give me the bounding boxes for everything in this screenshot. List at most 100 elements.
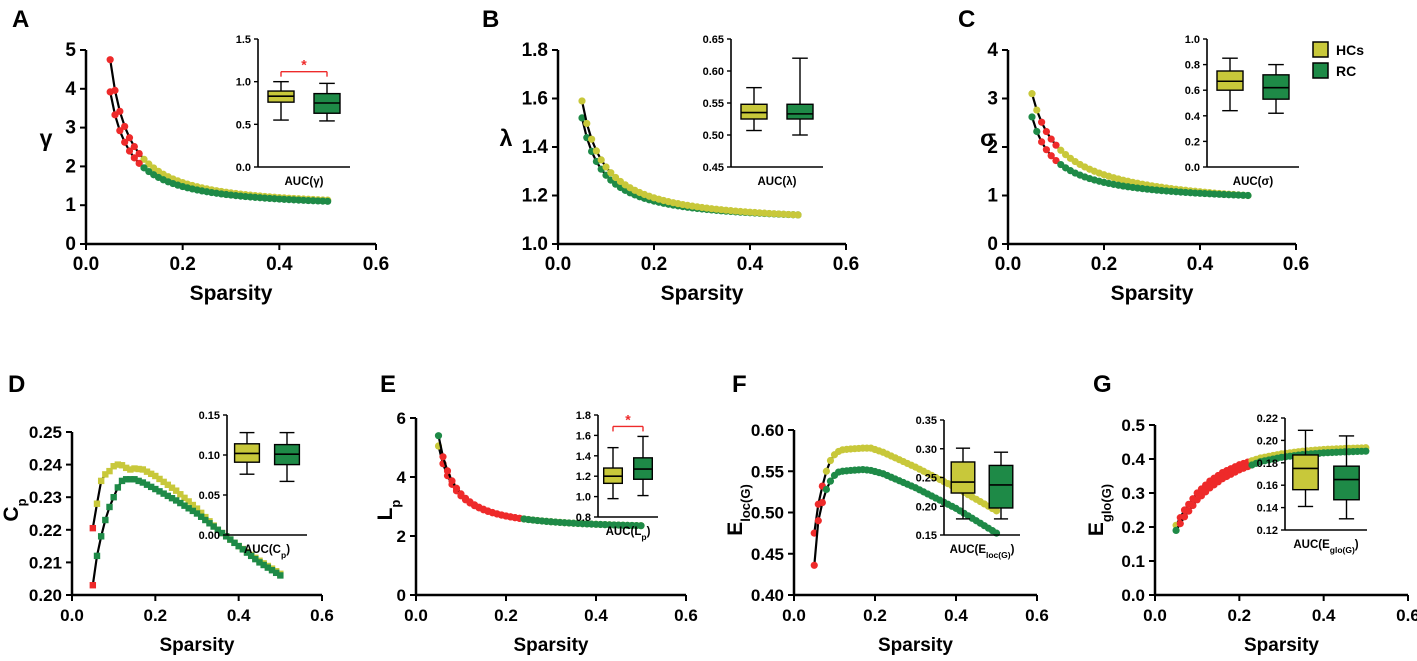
data-point-rc [1189,501,1197,510]
inset-boxplot: 0.0 0.2 0.4 0.6 0.8 1.0 AUC(σ) [1185,34,1299,188]
x-tick-label: 0.0 [73,254,99,275]
data-point-rc [814,517,822,525]
y-tick-label: 4 [65,79,76,100]
data-point-rc [324,197,332,205]
box-iqr [1292,454,1319,491]
inset-y-tick-label: 0.5 [236,119,251,131]
box-rc [1333,435,1360,520]
x-tick-label: 0.2 [169,254,195,275]
data-point-rc [102,516,109,524]
significance-bracket: * [280,57,328,77]
data-point-rc [125,147,134,155]
inset-y-tick-label: 0.6 [1185,85,1200,97]
inset-axis-label: AUC(Eloc(G)) [950,544,1015,560]
data-point-rc [140,164,148,172]
data-point-rc [243,549,251,556]
data-point-rc [439,453,447,461]
data-point-rc [118,477,126,485]
data-point-rc [810,561,818,569]
y-tick-label: 3 [987,89,998,110]
inset-y-tick-label: 0.45 [703,162,724,174]
panel-label: C [958,6,975,33]
x-tick-label: 0.2 [1091,254,1117,275]
data-point-hcs [1042,127,1050,136]
box-rc [786,57,814,136]
data-point-hcs [185,498,192,505]
y-tick-label: 2 [65,156,76,177]
x-tick-label: 0.0 [60,606,84,625]
data-point-rc [135,477,142,485]
data-point-hcs [612,173,620,182]
x-tick-label: 0.4 [227,606,251,625]
data-point-rc [1180,513,1189,521]
box-rc [273,431,301,483]
x-tick-label: 0.0 [404,606,428,625]
data-point-rc [277,572,284,579]
x-tick-label: 0.4 [266,254,293,275]
data-point-rc [239,546,247,553]
x-tick-label: 0.6 [310,606,334,625]
inset-y-tick-label: 0.0 [236,162,251,174]
inset-y-tick-label: 0.15 [916,530,937,542]
data-point-rc [1038,138,1046,146]
inset-boxplot: 0.0 0.5 1.0 1.5 AUC(γ) * [236,34,350,188]
y-tick-label: 0.21 [29,553,62,572]
y-tick-label: 0.45 [751,545,784,564]
data-point-hcs [118,462,126,469]
data-point-rc [231,539,238,547]
data-point-rc [1244,191,1252,200]
inset-y-tick-label: 0.0 [1185,162,1200,174]
y-tick-label: 2 [987,137,998,158]
data-point-hcs [583,119,591,128]
data-point-hcs [93,500,101,507]
data-point-rc [135,159,143,167]
inset-y-tick-label: 0.20 [1257,435,1278,447]
inset-y-tick-label: 1.5 [236,34,251,46]
data-point-hcs [131,465,138,472]
chart-panel-f: F 0.0 0.2 0.4 0.6 0.40 0.45 0.50 0.55 0.60 Sparsit… [724,371,1049,656]
data-point-hcs [578,97,586,105]
data-point-rc [1033,127,1041,136]
box-rc [1262,63,1290,114]
data-point-hcs [197,509,205,517]
data-point-hcs [602,163,610,171]
data-point-rc [826,477,835,485]
data-point-rc [93,552,101,560]
data-point-rc [114,484,122,491]
panel-label: D [8,371,25,398]
y-tick-label: 1.4 [522,137,549,158]
y-tick-label: 1.8 [522,40,548,61]
y-tick-label: 0.1 [1121,552,1145,571]
data-point-hcs [139,466,147,473]
x-axis-label: Sparsity [160,635,235,656]
data-point-rc [143,481,151,488]
data-point-rc [272,569,280,577]
x-axis-label: Sparsity [190,282,273,305]
inset-y-tick-label: 0.65 [703,34,724,46]
data-point-hcs [172,487,180,494]
box-iqr [786,103,814,120]
panel-label: A [12,6,29,33]
y-tick-label: 6 [397,409,406,428]
inset-background [1207,39,1299,167]
y-tick-label: 0.25 [29,423,62,442]
data-point-rc [1172,526,1180,535]
data-point-rc [268,567,276,574]
inset-axis-label: AUC(Lp) [606,526,651,542]
y-tick-label: 0 [65,234,76,255]
data-point-hcs [1057,146,1065,154]
box-hcs [603,446,624,500]
inset-y-tick-label: 0.12 [1257,525,1278,537]
inset-y-tick-label: 0.35 [916,415,937,427]
box-hcs [740,86,768,132]
data-point-hcs [110,463,117,470]
inset-y-tick-label: 1.4 [576,451,592,463]
data-point-hcs [114,461,122,468]
data-point-rc [139,479,147,486]
data-point-rc [185,505,192,512]
x-tick-label: 0.6 [1025,606,1049,625]
y-tick-label: 0.4 [1121,450,1145,469]
inset-y-tick-label: 0.15 [199,410,220,422]
data-point-hcs [160,478,167,486]
